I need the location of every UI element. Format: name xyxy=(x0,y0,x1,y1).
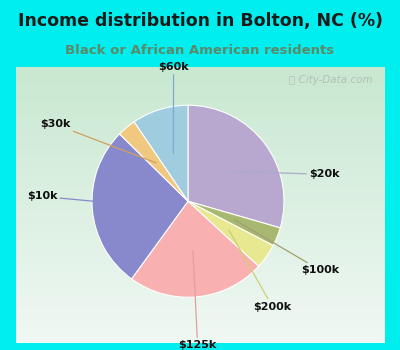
Wedge shape xyxy=(120,122,188,201)
Text: $125k: $125k xyxy=(178,251,217,350)
Text: $20k: $20k xyxy=(228,169,340,179)
Wedge shape xyxy=(132,201,259,297)
Wedge shape xyxy=(188,105,284,228)
Wedge shape xyxy=(188,201,273,266)
Text: $100k: $100k xyxy=(234,220,340,275)
Wedge shape xyxy=(188,201,280,246)
Wedge shape xyxy=(92,134,188,279)
Text: $60k: $60k xyxy=(158,62,189,154)
Text: $200k: $200k xyxy=(229,230,292,312)
Text: Income distribution in Bolton, NC (%): Income distribution in Bolton, NC (%) xyxy=(18,12,382,30)
Wedge shape xyxy=(134,105,188,201)
Text: $30k: $30k xyxy=(40,119,156,163)
Text: $10k: $10k xyxy=(27,191,138,205)
Text: ⓘ City-Data.com: ⓘ City-Data.com xyxy=(289,75,373,85)
Text: Black or African American residents: Black or African American residents xyxy=(66,44,334,57)
